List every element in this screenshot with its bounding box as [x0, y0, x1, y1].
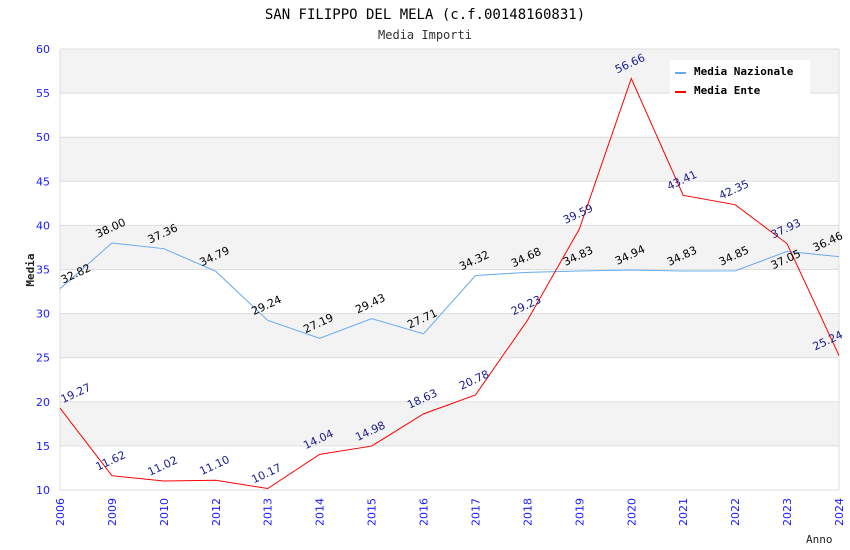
- y-axis-label: Media: [24, 253, 37, 286]
- x-tick-label: 2015: [366, 498, 379, 526]
- y-tick-label: 60: [36, 43, 50, 56]
- x-tick-label: 2019: [573, 498, 586, 526]
- x-tick-label: 2023: [781, 498, 794, 526]
- legend: Media Nazionale Media Ente: [670, 60, 810, 98]
- grid-band: [60, 137, 839, 182]
- x-tick-label: 2020: [625, 498, 638, 526]
- y-tick-label: 40: [36, 219, 50, 232]
- gridlines: [59, 48, 840, 491]
- x-axis-label: Anno: [806, 533, 833, 546]
- x-axis-ticks: 2006 2009 2010 2012 2013 2014 2015 2016 2017 2018…: [54, 498, 846, 526]
- chart-subtitle: Media Importi: [378, 28, 472, 42]
- grid-band: [60, 401, 839, 446]
- series-line-nazionale: [59, 242, 840, 339]
- y-tick-label: 20: [36, 396, 50, 409]
- y-tick-label: 30: [36, 308, 50, 321]
- grid-band: [60, 225, 839, 270]
- x-tick-label: 2010: [158, 498, 171, 526]
- x-tick-label: 2021: [677, 498, 690, 526]
- y-tick-label: 15: [36, 440, 50, 453]
- y-tick-label: 10: [36, 484, 50, 497]
- x-tick-label: 2012: [210, 498, 223, 526]
- x-tick-label: 2006: [54, 498, 67, 526]
- x-tick-label: 2024: [833, 498, 846, 526]
- x-tick-label: 2016: [418, 498, 431, 526]
- y-tick-label: 45: [36, 175, 50, 188]
- y-tick-label: 35: [36, 264, 50, 277]
- grid-band: [60, 313, 839, 358]
- chart-title: SAN FILIPPO DEL MELA (c.f.00148160831): [265, 7, 585, 23]
- legend-label-nazionale: Media Nazionale: [694, 65, 794, 78]
- x-tick-label: 2009: [106, 498, 119, 526]
- y-tick-label: 55: [36, 87, 50, 100]
- y-axis-ticks: 10 15 20 25 30 35 40 45 50 55 60: [36, 43, 50, 497]
- x-tick-label: 2022: [729, 498, 742, 526]
- y-tick-label: 50: [36, 131, 50, 144]
- series-lines: [59, 77, 840, 490]
- x-tick-label: 2018: [521, 498, 534, 526]
- x-tick-label: 2017: [469, 498, 482, 526]
- x-tick-label: 2014: [314, 498, 327, 526]
- y-tick-label: 25: [36, 352, 50, 365]
- legend-label-ente: Media Ente: [694, 84, 761, 97]
- x-tick-label: 2013: [262, 498, 275, 526]
- series-line-ente: [59, 77, 840, 490]
